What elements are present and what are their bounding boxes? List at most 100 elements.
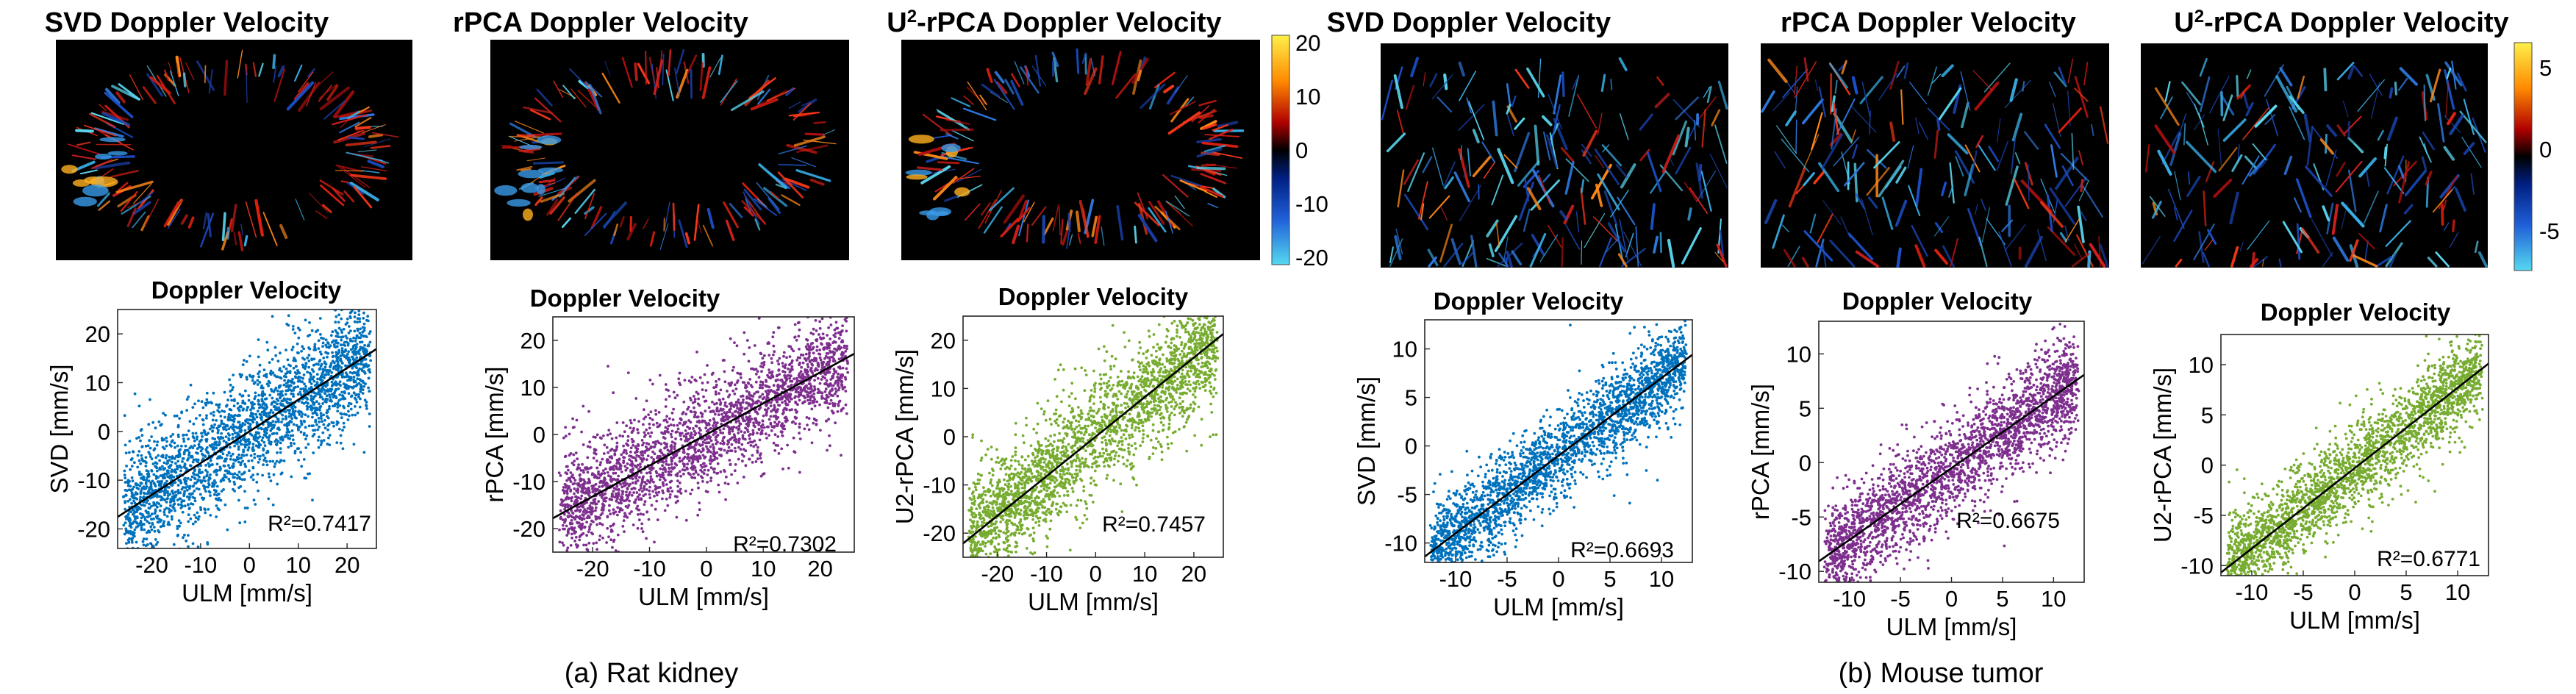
- data-point: [368, 332, 371, 335]
- data-point: [160, 423, 163, 426]
- data-point: [280, 421, 283, 423]
- data-point: [124, 443, 127, 447]
- data-point: [651, 450, 654, 454]
- y-tick-label: -20: [77, 517, 110, 543]
- vessel-segment: [2366, 171, 2370, 187]
- vessel-segment: [2403, 204, 2414, 215]
- data-point: [840, 340, 843, 343]
- data-point: [146, 444, 150, 448]
- data-point: [271, 315, 274, 318]
- vessel-segment: [1076, 48, 1080, 74]
- data-point: [604, 467, 607, 471]
- data-point: [354, 393, 357, 397]
- data-point: [765, 380, 768, 383]
- vessel-segment: [770, 191, 780, 200]
- vessel-segment: [659, 223, 669, 250]
- data-point: [317, 417, 321, 420]
- data-point: [351, 371, 354, 375]
- data-point: [124, 555, 127, 558]
- data-point: [648, 467, 651, 471]
- data-point: [320, 336, 323, 340]
- data-point: [317, 339, 321, 343]
- data-point: [365, 407, 368, 410]
- data-point: [168, 510, 171, 514]
- vessel-segment: [349, 174, 387, 180]
- data-point: [634, 457, 637, 460]
- data-point: [245, 409, 248, 412]
- data-point: [148, 502, 151, 506]
- data-point: [256, 383, 260, 386]
- superscript-2: 2: [2194, 7, 2204, 26]
- data-point: [655, 471, 659, 475]
- data-point: [743, 386, 747, 389]
- vessel-segment: [2222, 94, 2233, 121]
- vessel-segment: [2213, 179, 2233, 198]
- data-point: [270, 387, 273, 391]
- data-point: [335, 345, 339, 348]
- superscript-2: 2: [907, 7, 917, 26]
- vessel-segment: [1461, 251, 1475, 265]
- vessel-segment: [68, 143, 101, 155]
- data-point: [304, 413, 307, 417]
- data-point: [265, 373, 268, 376]
- data-point: [337, 321, 340, 324]
- vessel-segment: [164, 69, 170, 82]
- data-point: [314, 348, 318, 351]
- vessel-segment: [367, 160, 384, 168]
- vessel-segment: [1506, 83, 1511, 107]
- data-point: [312, 429, 315, 432]
- vessel-segment: [589, 83, 602, 115]
- data-point: [678, 371, 681, 375]
- data-point: [165, 507, 168, 510]
- data-point: [292, 423, 296, 426]
- vessel-segment: [758, 163, 787, 189]
- data-point: [342, 421, 346, 425]
- data-point: [268, 411, 272, 414]
- vessel-segment: [2050, 144, 2058, 178]
- vessel-segment: [233, 232, 237, 246]
- data-point: [243, 478, 246, 482]
- vessel-segment: [2375, 256, 2392, 268]
- data-point: [362, 292, 365, 295]
- data-point: [165, 469, 169, 473]
- vessel-segment: [1472, 156, 1492, 178]
- data-point: [173, 481, 177, 484]
- map-title: U2-rPCA Doppler Velocity: [887, 7, 1221, 39]
- data-point: [336, 403, 339, 407]
- data-point: [676, 490, 680, 493]
- vessel-segment: [1918, 121, 1929, 140]
- data-point: [226, 398, 229, 401]
- data-point: [213, 437, 217, 441]
- data-point: [185, 479, 188, 483]
- data-point: [146, 520, 149, 523]
- vessel-segment: [2353, 143, 2363, 154]
- data-point: [337, 348, 340, 352]
- vessel-segment: [1950, 237, 1958, 268]
- data-point: [323, 426, 327, 430]
- data-point: [678, 470, 681, 473]
- data-point: [219, 498, 223, 502]
- vessel-segment: [1836, 99, 1856, 135]
- vessel-segment: [1607, 222, 1626, 253]
- data-point: [834, 332, 837, 335]
- vessel-segment: [2209, 76, 2230, 114]
- vessel-segment: [1428, 195, 1450, 219]
- data-point: [254, 503, 257, 506]
- data-point: [354, 347, 357, 351]
- data-point: [212, 410, 215, 414]
- vessel-segment: [1081, 52, 1087, 64]
- data-point: [310, 382, 313, 385]
- vessel-hotspot: [107, 151, 128, 156]
- vessel-segment: [1907, 145, 1914, 169]
- data-point: [724, 498, 727, 501]
- data-point: [292, 395, 295, 398]
- data-point: [166, 494, 170, 497]
- data-point: [226, 454, 229, 457]
- data-point: [139, 496, 142, 499]
- x-tick-label: 0: [243, 552, 256, 578]
- data-point: [742, 398, 745, 401]
- data-point: [131, 560, 134, 563]
- data-point: [241, 422, 245, 425]
- data-point: [131, 540, 134, 544]
